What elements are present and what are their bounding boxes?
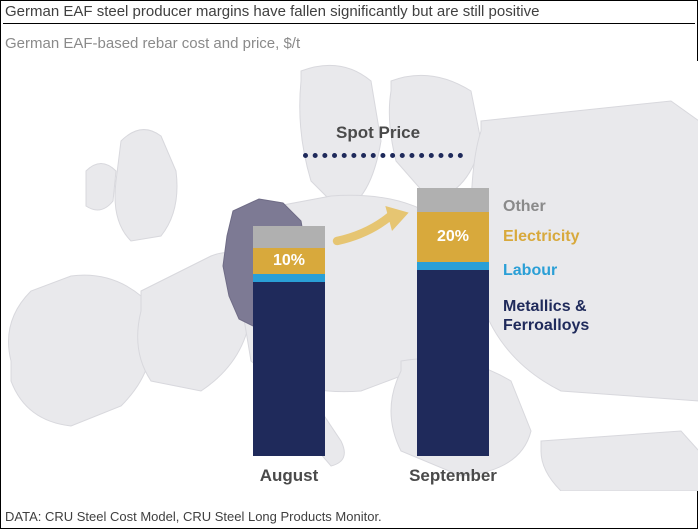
spot-price-label: Spot Price [336,123,420,143]
arrow-icon [329,201,415,251]
bar-segment-label-electricity: 10% [253,252,325,270]
legend-labour: Labour [503,261,557,280]
chart-frame: { "title": "German EAF steel producer ma… [0,0,698,529]
legend-metallics: Metallics & Ferroalloys [503,297,589,335]
legend-electricity: Electricity [503,227,579,246]
chart-title: German EAF steel producer margins have f… [5,3,539,20]
axis-label-august: August [243,466,335,486]
data-source: DATA: CRU Steel Cost Model, CRU Steel Lo… [5,509,382,524]
axis-label-september: September [397,466,509,486]
bar-segment-other [417,188,489,212]
title-rule [3,23,695,24]
bar-segment-label-electricity: 20% [417,228,489,246]
bar-segment-metallics [253,282,325,456]
bar-segment-other [253,226,325,248]
bar-segment-labour [253,274,325,282]
bar-segment-metallics [417,270,489,456]
spot-price-dotted-line [303,153,463,158]
legend-other: Other [503,197,546,216]
chart-subtitle: German EAF-based rebar cost and price, $… [5,35,300,52]
bar-segment-labour [417,262,489,270]
